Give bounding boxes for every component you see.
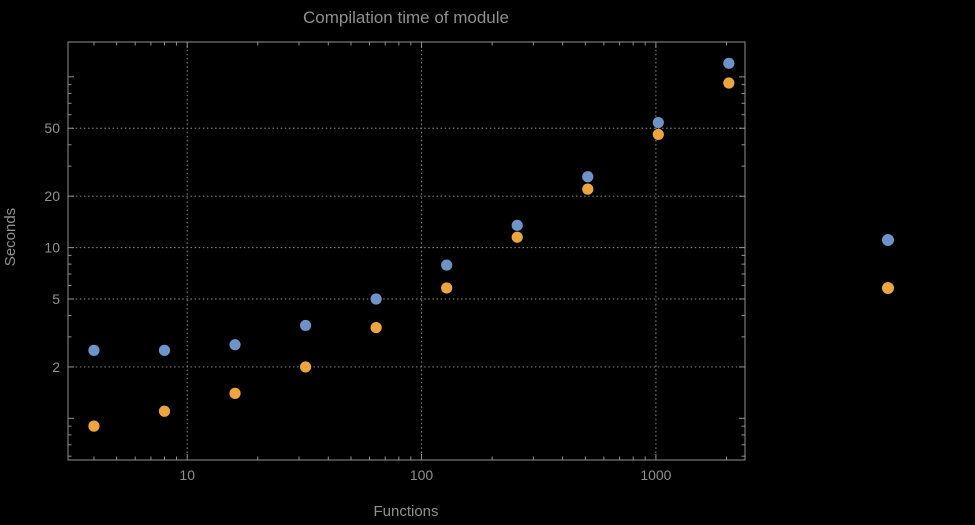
data-point-series-2-orange bbox=[158, 405, 171, 417]
data-point-series-1-blue bbox=[229, 339, 241, 351]
grid-lines bbox=[67, 41, 746, 461]
data-point-series-2-orange bbox=[652, 128, 664, 141]
y-axis-label: Seconds bbox=[2, 208, 19, 266]
y-tick-label: 5 bbox=[52, 291, 60, 307]
data-point-series-1-blue bbox=[511, 219, 523, 231]
data-point-series-2-orange bbox=[299, 361, 312, 373]
data-point-series-2-orange bbox=[582, 183, 594, 195]
y-tick-label: 10 bbox=[44, 240, 60, 256]
data-points bbox=[88, 57, 735, 432]
data-point-series-2-orange bbox=[370, 321, 382, 334]
y-tick-label: 50 bbox=[44, 120, 60, 136]
x-axis-label: Functions bbox=[373, 503, 438, 520]
data-point-series-2-orange bbox=[441, 282, 453, 294]
data-point-series-1-blue bbox=[88, 344, 100, 356]
frame-rect bbox=[67, 41, 746, 461]
y-tick-label: 2 bbox=[52, 359, 60, 375]
x-tick-label: 1000 bbox=[640, 467, 671, 483]
x-tick-label: 100 bbox=[410, 467, 434, 483]
data-point-series-1-blue bbox=[158, 344, 171, 356]
data-point-series-1-blue bbox=[723, 57, 735, 69]
chart-title: Compilation time of module bbox=[303, 8, 509, 27]
y-tick-label: 20 bbox=[44, 188, 60, 204]
data-point-series-2-orange bbox=[723, 77, 735, 89]
data-point-series-1-blue bbox=[441, 259, 453, 271]
legend-markers bbox=[882, 234, 894, 294]
data-point-series-2-orange bbox=[88, 420, 100, 432]
data-point-series-2-orange bbox=[229, 387, 241, 399]
data-point-series-1-blue bbox=[582, 171, 594, 183]
axis-ticks bbox=[68, 42, 745, 460]
legend-marker-series-1-blue bbox=[882, 234, 894, 246]
data-point-series-2-orange bbox=[511, 231, 523, 243]
plot-frame bbox=[67, 41, 746, 461]
data-point-series-1-blue bbox=[652, 116, 664, 129]
tick-labels: 10 100 1000 2 5 10 20 50 bbox=[44, 120, 671, 483]
x-tick-label: 10 bbox=[179, 467, 195, 483]
data-point-series-1-blue bbox=[299, 319, 312, 332]
legend-marker-series-2-orange bbox=[882, 282, 894, 294]
data-point-series-1-blue bbox=[370, 293, 382, 305]
